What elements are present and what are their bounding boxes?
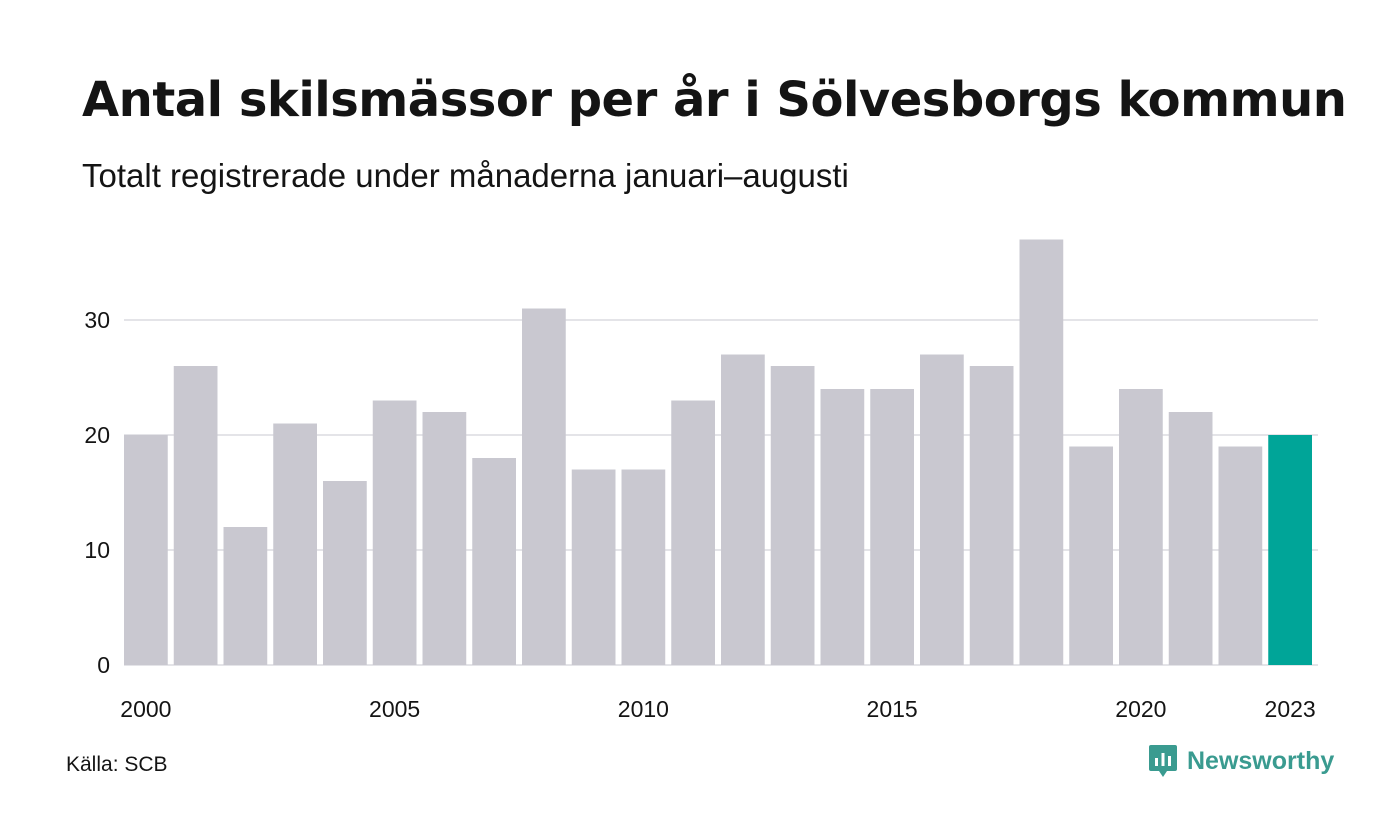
bar-2007	[472, 458, 516, 665]
bar-2002	[223, 527, 268, 665]
x-tick-label: 2010	[618, 696, 669, 722]
x-tick-label: 2005	[369, 696, 420, 722]
bar-2011	[671, 400, 715, 665]
bar-2020	[1119, 389, 1163, 665]
y-tick-label: 0	[97, 652, 110, 678]
bar-2003	[273, 423, 317, 665]
y-tick-label: 30	[84, 307, 110, 333]
bar-2019	[1069, 446, 1113, 665]
brand-logo: Newsworthy	[1148, 743, 1334, 779]
bar-2014	[820, 389, 865, 665]
bars	[124, 239, 1312, 665]
newsworthy-logo-icon	[1149, 745, 1177, 777]
bar-2009	[571, 469, 616, 665]
x-tick-label: 2020	[1115, 696, 1166, 722]
x-axis-ticks: 2000 2005 2010 2015 2020 2023	[120, 696, 1315, 722]
bar-2023	[1268, 435, 1312, 665]
source-note: Källa: SCB	[66, 753, 168, 776]
bar-2006	[422, 412, 467, 665]
x-tick-label: 2000	[120, 696, 171, 722]
y-axis-ticks: 0 10 20 30	[84, 307, 110, 678]
bar-2008	[522, 308, 566, 665]
y-tick-label: 20	[84, 422, 110, 448]
bar-2000	[124, 435, 168, 665]
y-tick-label: 10	[84, 537, 110, 563]
bar-2013	[770, 366, 815, 665]
bar-2004	[323, 481, 367, 665]
bar-2015	[870, 389, 914, 665]
chart-title: Antal skilsmässor per år i Sölvesborgs k…	[82, 72, 1347, 128]
bar-2001	[173, 366, 218, 665]
chart-subtitle: Totalt registrerade under månaderna janu…	[82, 157, 849, 194]
bar-chart: 0 10 20 30 2000 2005 2010 2015 2020 2023	[84, 239, 1318, 722]
bar-2021	[1168, 412, 1213, 665]
x-tick-label: 2015	[867, 696, 918, 722]
brand-name: Newsworthy	[1187, 746, 1335, 775]
bar-2010	[621, 469, 666, 665]
bar-2005	[372, 400, 417, 665]
x-tick-label: 2023	[1265, 696, 1316, 722]
bar-2016	[920, 354, 964, 665]
bar-2012	[721, 354, 765, 665]
bar-2022	[1218, 446, 1263, 665]
bar-2018	[1019, 239, 1064, 665]
bar-2017	[969, 366, 1014, 665]
